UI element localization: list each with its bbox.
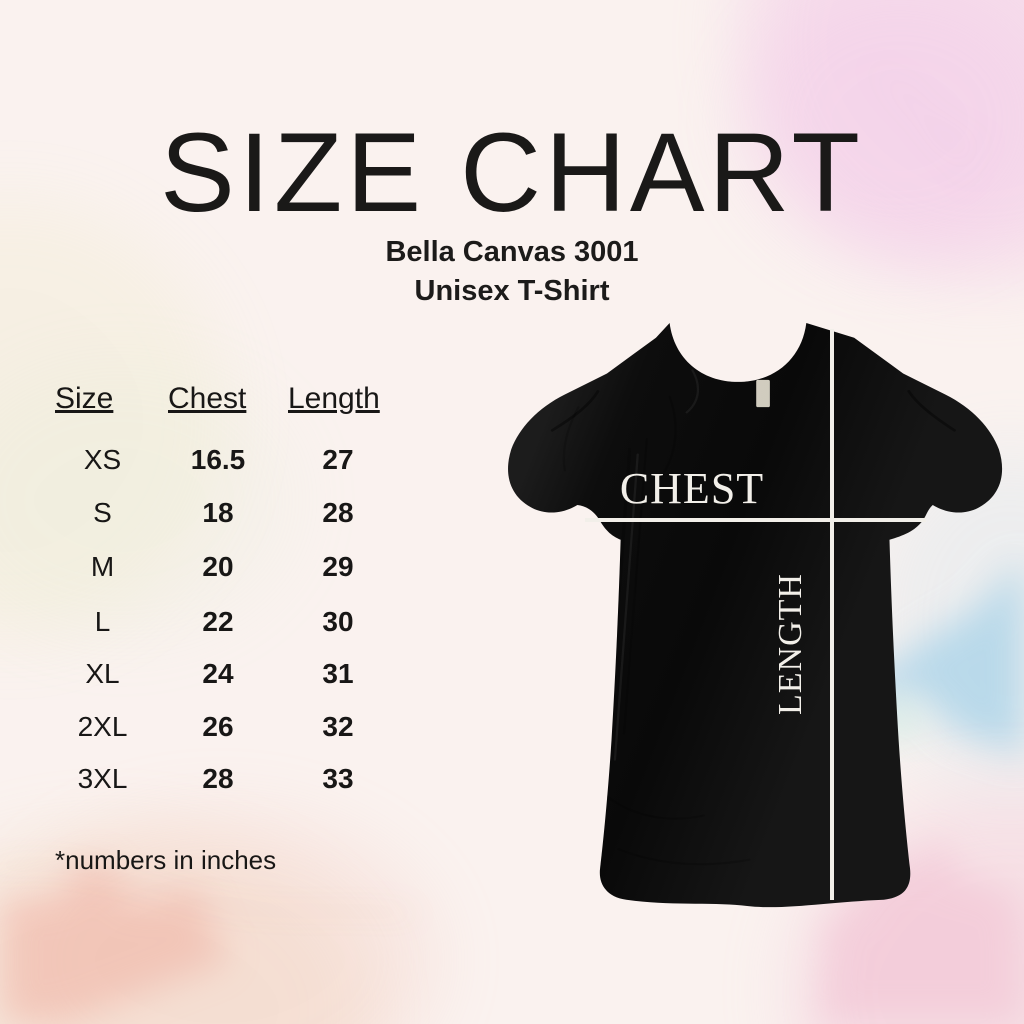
svg-text:LENGTH: LENGTH — [772, 573, 809, 715]
svg-text:CHEST: CHEST — [620, 464, 764, 513]
